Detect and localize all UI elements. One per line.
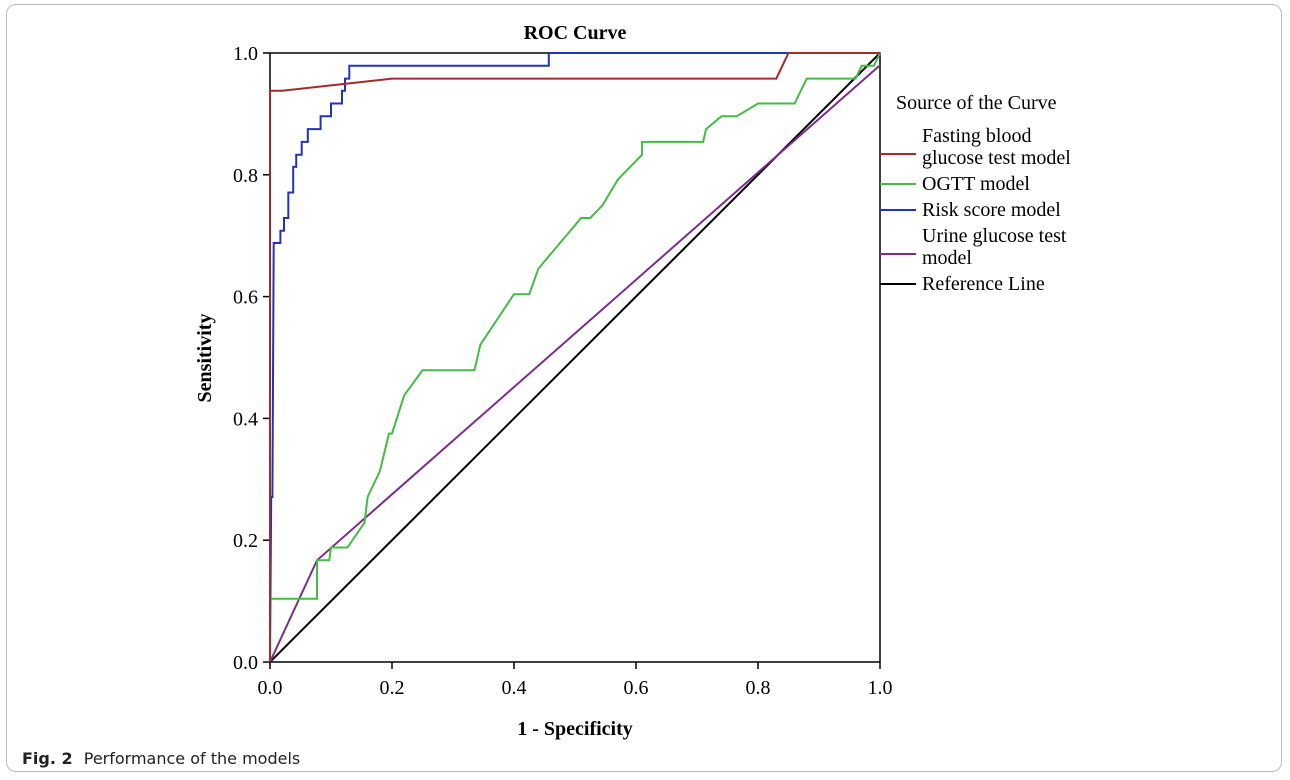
- series-line-ogtt-model: [269, 52, 881, 662]
- legend-label: Urine glucose test: [922, 225, 1067, 247]
- legend-label: model: [922, 247, 972, 269]
- y-tick-label: 0.4: [233, 408, 258, 430]
- y-tick-label: 0.2: [233, 530, 258, 552]
- legend-label: Risk score model: [922, 199, 1061, 221]
- series-line-risk-score-model: [269, 52, 880, 663]
- y-tick-label: 0.8: [233, 165, 258, 187]
- series-line-urine-glucose-test-model: [269, 64, 881, 663]
- legend-label: Reference Line: [922, 273, 1045, 295]
- series-line-fasting-blood-glucose-test-model: [269, 52, 880, 662]
- legend-title: Source of the Curve: [896, 92, 1057, 114]
- x-tick-label: 1.0: [868, 677, 893, 699]
- legend-item-risk-score-model: Risk score model: [880, 199, 1061, 221]
- plot-area: 0.0 0.2 0.4 0.6 0.8 1.0 0.0 0.2 0.4 0.6 0.8 1.0: [233, 43, 893, 699]
- x-axis-label: 1 - Specificity: [517, 718, 633, 740]
- x-tick-label: 0.2: [380, 677, 405, 699]
- x-tick-label: 0.4: [502, 677, 527, 699]
- y-tick-label: 1.0: [233, 43, 258, 65]
- y-tick-label: 0.0: [233, 652, 258, 674]
- x-tick-label: 0.0: [258, 677, 283, 699]
- legend-label: Fasting blood: [922, 125, 1031, 147]
- caption-label: Fig. 2: [22, 749, 73, 768]
- chart-title: ROC Curve: [524, 22, 627, 44]
- y-tick-label: 0.6: [233, 287, 258, 309]
- legend-item-ogtt-model: OGTT model: [880, 173, 1030, 195]
- legend-label: OGTT model: [922, 173, 1030, 195]
- y-axis-label: Sensitivity: [194, 314, 216, 403]
- figure-caption: Fig. 2 Performance of the models: [22, 749, 300, 768]
- x-tick-label: 0.8: [746, 677, 771, 699]
- x-tick-label: 0.6: [624, 677, 649, 699]
- legend-item-reference-line: Reference Line: [880, 273, 1045, 295]
- legend-label: glucose test model: [922, 147, 1071, 169]
- figure-frame: [6, 4, 1282, 772]
- caption-text: Performance of the models: [83, 749, 301, 768]
